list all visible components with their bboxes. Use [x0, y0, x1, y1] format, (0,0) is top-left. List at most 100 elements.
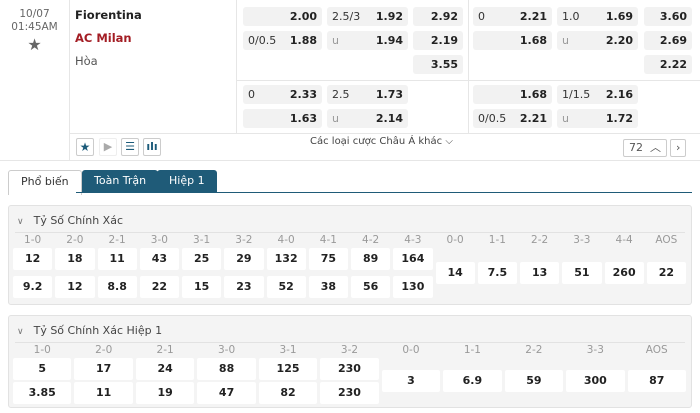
odds-cell[interactable]: u 1.72 [557, 109, 638, 128]
handicap-line: u [332, 112, 339, 125]
away-score-odds[interactable]: 19 [135, 382, 195, 404]
odds-cell[interactable]: u 2.14 [327, 109, 408, 128]
tab-first-half[interactable]: Hiệp 1 [157, 170, 217, 193]
handicap-line: 1.0 [562, 10, 580, 23]
play-icon[interactable]: ▶ [99, 138, 117, 156]
home-score-odds[interactable]: 12 [13, 248, 53, 270]
odds-cell[interactable]: u 2.20 [557, 31, 638, 50]
home-score-odds[interactable]: 132 [266, 248, 306, 270]
odds-cell[interactable]: 1/1.5 2.16 [557, 85, 638, 104]
odds-value: 2.92 [430, 10, 458, 23]
away-score-odds[interactable]: 9.2 [13, 276, 53, 298]
odds-cell[interactable]: 2.92 [413, 7, 463, 26]
tab-popular[interactable]: Phổ biến [8, 170, 82, 195]
home-score-odds[interactable]: 29 [224, 248, 264, 270]
handicap-line: 0/0.5 [248, 34, 277, 47]
draw-score-odds[interactable]: 51 [562, 262, 602, 284]
odds-cell[interactable]: 2.19 [413, 31, 463, 50]
draw-score-odds[interactable]: 300 [566, 370, 625, 392]
draw-score-odds[interactable]: 22 [646, 262, 686, 284]
away-score-odds[interactable]: 230 [320, 382, 379, 404]
away-score-odds[interactable]: 130 [393, 276, 433, 298]
odds-cell[interactable]: 1.63 [243, 109, 322, 128]
more-label: Các loại cược Châu Á khác [310, 136, 443, 147]
odds-cell[interactable]: 0 2.21 [473, 7, 552, 26]
home-score-odds[interactable]: 230 [320, 358, 379, 380]
odds-value: 2.33 [289, 88, 317, 101]
list-icon[interactable]: ☰ [121, 138, 139, 156]
odds-cell[interactable]: 1.68 [473, 31, 552, 50]
odds-value: 2.14 [375, 112, 403, 125]
odds-cell[interactable]: 3.60 [644, 7, 692, 26]
section-header[interactable]: ∨ Tỷ Số Chính Xác [17, 214, 123, 227]
odds-cell[interactable]: 2.5 1.73 [327, 85, 408, 104]
section-header[interactable]: ∨ Tỷ Số Chính Xác Hiệp 1 [17, 324, 162, 337]
odds-cell[interactable]: u 1.94 [327, 31, 408, 50]
home-score-odds[interactable]: 89 [351, 248, 391, 270]
draw-score-label: 2-2 [531, 234, 549, 246]
home-score-odds[interactable]: 18 [55, 248, 95, 270]
stats-chart-icon[interactable]: ılı [143, 138, 161, 156]
chevron-down-icon: ∨ [17, 217, 24, 227]
draw-score-label: 3-3 [573, 234, 591, 246]
home-score-odds[interactable]: 25 [182, 248, 222, 270]
favorite-star-icon[interactable]: ★ [27, 35, 42, 54]
odds-cell[interactable]: 1.0 1.69 [557, 7, 638, 26]
away-score-odds[interactable]: 82 [258, 382, 318, 404]
home-score-odds[interactable]: 125 [258, 358, 318, 380]
odds-cell[interactable]: 0 2.33 [243, 85, 322, 104]
away-score-odds[interactable]: 12 [55, 276, 95, 298]
away-score-odds[interactable]: 56 [351, 276, 391, 298]
away-score-odds[interactable]: 3.85 [13, 382, 72, 404]
odds-cell[interactable]: 0/0.5 2.21 [473, 109, 552, 128]
score-label: 3-1 [193, 234, 211, 246]
home-score-odds[interactable]: 75 [308, 248, 348, 270]
draw-score-label: AOS [655, 234, 678, 246]
score-label: 2-1 [108, 234, 126, 246]
score-label: 4-3 [404, 234, 422, 246]
odds-cell[interactable]: 2.22 [644, 55, 692, 74]
odds-cell[interactable]: 1.68 [473, 85, 552, 104]
odds-value: 2.16 [605, 88, 633, 101]
away-score-odds[interactable]: 11 [74, 382, 133, 404]
handicap-line: 2.5 [332, 88, 350, 101]
home-score-odds[interactable]: 24 [135, 358, 195, 380]
home-score-odds[interactable]: 5 [13, 358, 72, 380]
home-score-odds[interactable]: 43 [139, 248, 179, 270]
home-score-odds[interactable]: 11 [97, 248, 137, 270]
draw-score-odds[interactable]: 7.5 [477, 262, 517, 284]
odds-cell[interactable]: 2.69 [644, 31, 692, 50]
draw-score-odds[interactable]: 6.9 [443, 370, 502, 392]
home-score-odds[interactable]: 88 [197, 358, 256, 380]
away-score-odds[interactable]: 8.8 [97, 276, 137, 298]
draw-score-odds[interactable]: 87 [627, 370, 686, 392]
away-score-odds[interactable]: 22 [139, 276, 179, 298]
odds-cell[interactable]: 2.00 [243, 7, 322, 26]
odds-cell[interactable]: 0/0.5 1.88 [243, 31, 322, 50]
favorite-star-icon[interactable]: ★ [76, 138, 94, 156]
draw-score-odds[interactable]: 260 [604, 262, 644, 284]
away-score-odds[interactable]: 47 [197, 382, 256, 404]
draw-score-odds[interactable]: 59 [504, 370, 564, 392]
chevron-right-icon: › [676, 141, 681, 154]
odds-cell[interactable]: 3.55 [413, 55, 463, 74]
correct-score-first-half-section: ∨ Tỷ Số Chính Xác Hiệp 1 1-0 5 3.85 2-0 17 11 2-… [8, 315, 692, 408]
away-score-odds[interactable]: 52 [266, 276, 306, 298]
next-button[interactable]: › [670, 139, 687, 157]
away-score-odds[interactable]: 23 [224, 276, 264, 298]
draw-score-odds[interactable]: 14 [435, 262, 475, 284]
tab-full-match[interactable]: Toàn Trận [82, 170, 159, 193]
score-label: 4-1 [319, 234, 337, 246]
away-score-odds[interactable]: 15 [182, 276, 222, 298]
draw-score-odds[interactable]: 3 [381, 370, 441, 392]
chevron-down-icon: ⌵ [445, 136, 453, 147]
draw-score-label: 3-3 [586, 344, 604, 356]
count-toggle-button[interactable]: 72 ︿ [623, 139, 667, 157]
more-asian-odds-button[interactable]: Các loại cược Châu Á khác ⌵ [310, 136, 453, 147]
draw-score-odds[interactable]: 13 [520, 262, 560, 284]
odds-value: 3.60 [659, 10, 687, 23]
home-score-odds[interactable]: 17 [74, 358, 133, 380]
away-score-odds[interactable]: 38 [308, 276, 348, 298]
home-score-odds[interactable]: 164 [393, 248, 433, 270]
odds-cell[interactable]: 2.5/3 1.92 [327, 7, 408, 26]
